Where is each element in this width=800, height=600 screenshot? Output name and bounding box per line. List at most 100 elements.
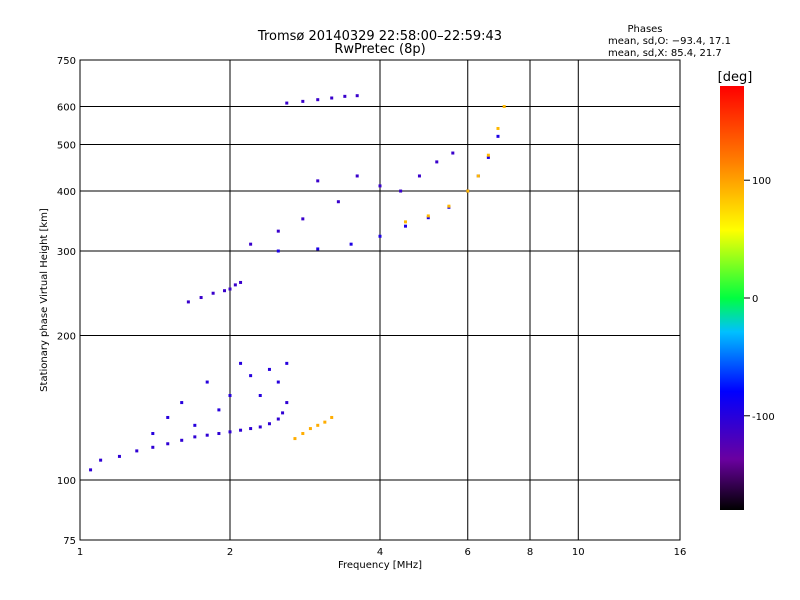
- data-point: [228, 430, 232, 434]
- data-point: [276, 249, 280, 253]
- data-point: [281, 411, 285, 415]
- data-point: [205, 433, 209, 437]
- data-point: [228, 287, 232, 291]
- y-tick-label: 400: [57, 187, 76, 198]
- data-point: [239, 361, 243, 365]
- data-point: [417, 174, 421, 178]
- stats-line-o: mean, sd,O: −93.4, 17.1: [608, 36, 731, 47]
- data-point: [343, 94, 347, 98]
- data-point: [323, 420, 327, 424]
- data-point: [217, 408, 221, 412]
- data-point: [285, 401, 289, 405]
- data-point: [276, 417, 280, 421]
- data-point: [258, 394, 262, 398]
- data-point: [378, 234, 382, 238]
- data-point: [186, 300, 190, 304]
- data-point: [258, 425, 262, 429]
- data-point: [316, 247, 320, 251]
- data-point: [316, 179, 320, 183]
- data-point: [180, 401, 184, 405]
- data-point: [496, 134, 500, 138]
- data-point: [355, 174, 359, 178]
- data-point: [301, 432, 305, 436]
- data-point: [349, 242, 353, 246]
- data-point: [117, 454, 121, 458]
- data-point: [301, 99, 305, 103]
- chart-title: Tromsø 20140329 22:58:00–22:59:43: [257, 29, 502, 44]
- data-point: [330, 96, 334, 100]
- data-point: [486, 153, 490, 157]
- data-point: [502, 105, 506, 109]
- data-point: [330, 415, 334, 419]
- y-tick-label: 300: [57, 247, 76, 258]
- y-tick-label: 100: [57, 476, 76, 487]
- data-point: [166, 442, 170, 446]
- data-points: [89, 94, 506, 472]
- data-point: [193, 435, 197, 439]
- data-point: [276, 380, 280, 384]
- data-point: [233, 283, 237, 287]
- data-point: [355, 94, 359, 98]
- data-point: [336, 200, 340, 204]
- y-tick-label: 75: [63, 536, 76, 547]
- data-point: [249, 427, 253, 431]
- colorbar: [720, 86, 744, 510]
- data-point: [223, 289, 227, 293]
- x-tick-labels: 1 2 4 6 8 10 16: [77, 547, 687, 558]
- data-point: [426, 214, 430, 218]
- x-tick-label: 6: [465, 547, 471, 558]
- data-point: [135, 449, 139, 453]
- data-point: [293, 437, 297, 441]
- data-point: [301, 217, 305, 221]
- data-point: [166, 415, 170, 419]
- data-point: [285, 101, 289, 105]
- data-point: [308, 427, 312, 431]
- data-point: [435, 160, 439, 164]
- data-point: [276, 229, 280, 233]
- y-tick-labels: 75 100 200 300 400 500 600 750: [57, 56, 76, 547]
- data-point: [476, 174, 480, 178]
- y-tick-label: 500: [57, 141, 76, 152]
- data-point: [199, 296, 203, 300]
- chart-subtitle: RwPretec (8p): [334, 42, 425, 57]
- data-point: [399, 189, 403, 193]
- data-point: [451, 151, 455, 155]
- data-point: [217, 432, 221, 436]
- y-tick-label: 200: [57, 332, 76, 343]
- y-tick-label: 750: [57, 56, 76, 67]
- data-point: [239, 280, 243, 284]
- x-tick-label: 16: [674, 547, 687, 558]
- y-axis-label: Stationary phase Virtual Height [km]: [39, 208, 50, 392]
- data-point: [267, 367, 271, 371]
- data-point: [99, 458, 103, 462]
- data-point: [249, 242, 253, 246]
- data-point: [228, 394, 232, 398]
- data-point: [239, 428, 243, 432]
- x-tick-label: 8: [527, 547, 533, 558]
- data-point: [378, 184, 382, 188]
- plot-area-frame: [79, 59, 681, 541]
- colorbar-tick-label: -100: [752, 412, 775, 423]
- colorbar-tick-label: 100: [752, 176, 771, 187]
- data-point: [180, 438, 184, 442]
- x-tick-label: 2: [227, 547, 233, 558]
- data-point: [151, 432, 155, 436]
- data-point: [89, 468, 93, 472]
- x-tick-label: 4: [377, 547, 383, 558]
- data-point: [486, 155, 490, 159]
- data-point: [316, 98, 320, 102]
- colorbar-unit: [deg]: [718, 70, 753, 85]
- x-tick-label: 10: [572, 547, 585, 558]
- y-tick-label: 600: [57, 103, 76, 114]
- data-point: [205, 380, 209, 384]
- x-axis-label: Frequency [MHz]: [338, 560, 422, 571]
- data-point: [403, 220, 407, 224]
- data-point: [249, 374, 253, 378]
- x-tick-label: 1: [77, 547, 83, 558]
- data-point: [211, 291, 215, 295]
- colorbar-ticks: 100 0 -100: [744, 176, 775, 423]
- data-point: [267, 422, 271, 426]
- data-point: [447, 204, 451, 208]
- data-point: [466, 189, 470, 193]
